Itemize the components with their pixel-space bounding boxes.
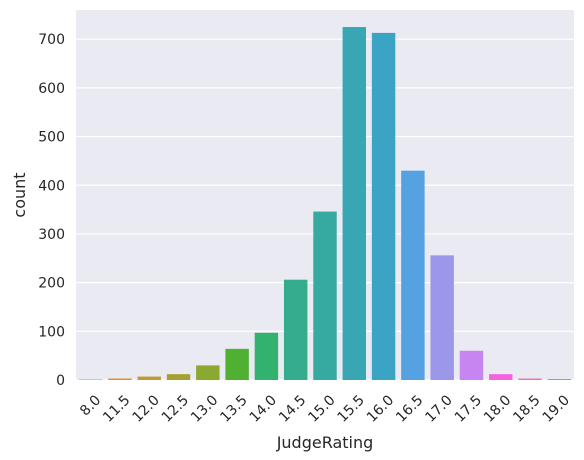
x-tick-label: 18.5 [510, 392, 543, 425]
x-tick-label: 19.0 [540, 392, 573, 425]
bar-16.5 [401, 170, 425, 380]
x-tick-label: 13.5 [217, 392, 250, 425]
y-tick-label: 100 [38, 324, 65, 340]
y-tick-label: 500 [38, 130, 65, 146]
x-tick-label: 11.5 [100, 392, 133, 425]
x-tick-labels: 8.011.512.012.513.013.514.014.515.015.51… [77, 392, 573, 425]
y-tick-label: 600 [38, 81, 65, 97]
bar-18.5 [518, 378, 542, 380]
bar-15.0 [313, 211, 337, 380]
bar-14.5 [283, 279, 308, 380]
bar-13.5 [225, 348, 249, 380]
x-tick-label: 12.5 [159, 392, 192, 425]
x-tick-label: 18.0 [481, 392, 514, 425]
y-tick-label: 300 [38, 227, 65, 243]
y-tick-label: 700 [38, 32, 65, 48]
bar-11.5 [108, 378, 132, 380]
y-tick-labels: 0 100 200 300 400 500 600 700 [38, 32, 65, 389]
bar-17.0 [430, 255, 454, 380]
x-tick-label: 17.5 [452, 392, 485, 425]
x-tick-label: 16.0 [364, 392, 397, 425]
x-tick-label: 15.5 [335, 392, 368, 425]
bars [78, 27, 572, 380]
y-tick-label: 400 [38, 178, 65, 194]
x-tick-label: 12.0 [129, 392, 162, 425]
bar-12.0 [137, 376, 161, 380]
bar-16.0 [371, 32, 396, 380]
x-tick-label: 16.5 [393, 392, 426, 425]
bar-12.5 [166, 374, 191, 380]
bar-18.0 [489, 374, 513, 380]
bar-13.0 [196, 365, 220, 380]
bar-19.0 [547, 379, 572, 380]
x-tick-label: 14.0 [247, 392, 280, 425]
x-tick-label: 13.0 [188, 392, 221, 425]
y-axis-label: count [10, 172, 29, 217]
bar-15.5 [342, 27, 367, 380]
x-tick-label: 14.5 [276, 392, 309, 425]
y-tick-label: 0 [56, 373, 65, 389]
bar-17.5 [459, 350, 484, 380]
x-tick-label: 17.0 [422, 392, 455, 425]
y-tick-label: 200 [38, 276, 65, 292]
x-axis-label: JudgeRating [276, 433, 374, 452]
x-tick-label: 15.0 [305, 392, 338, 425]
bar-14.0 [254, 332, 279, 380]
